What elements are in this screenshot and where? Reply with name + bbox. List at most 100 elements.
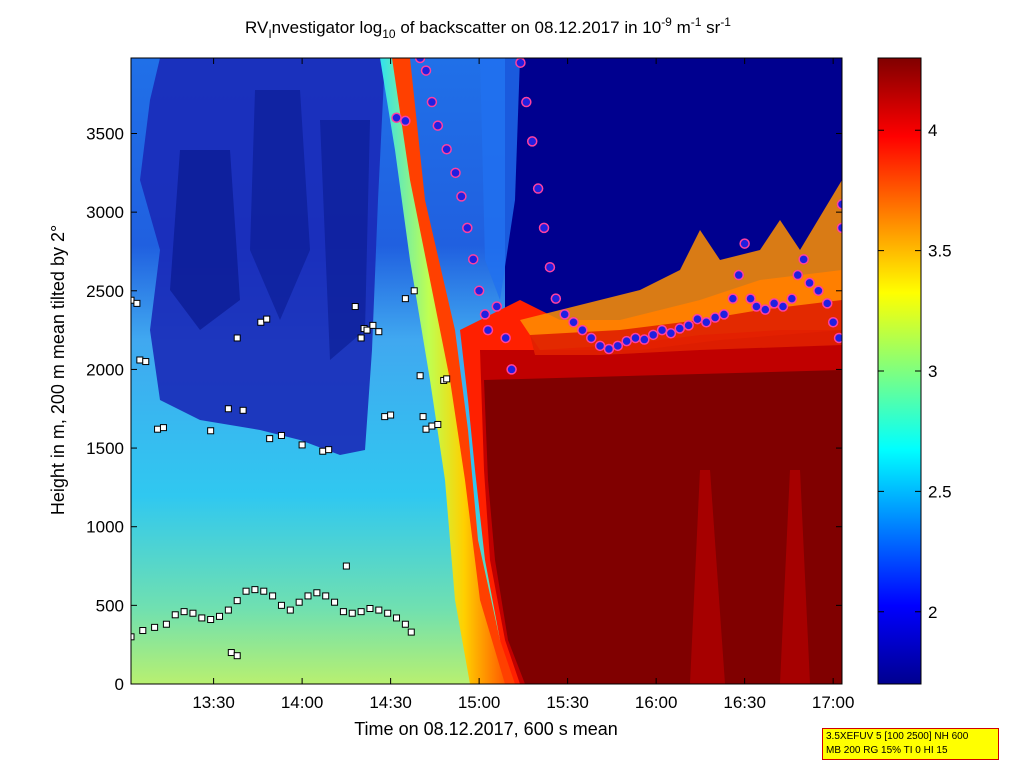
cloud-marker	[656, 324, 668, 336]
aerosol-layer-marker	[239, 406, 247, 414]
title-prefix: RV	[245, 18, 269, 37]
cloud-marker	[400, 115, 411, 127]
mixing-layer-marker	[313, 589, 321, 597]
cloud-marker	[506, 364, 517, 375]
x-tick-label: 16:30	[723, 693, 766, 712]
cloud-marker	[526, 136, 538, 147]
cloud-marker	[760, 304, 771, 315]
colorbar-tick-label: 2.5	[928, 482, 952, 501]
heatmap-plot	[131, 58, 842, 684]
mixing-layer-marker	[269, 592, 277, 600]
cloud-marker	[727, 293, 739, 304]
cloud-marker	[709, 312, 721, 323]
cloud-marker	[833, 332, 842, 344]
mixing-layer-marker	[171, 611, 179, 619]
x-tick-label: 17:00	[812, 693, 855, 712]
aerosol-layer-marker	[419, 413, 427, 421]
mixing-layer-marker	[233, 652, 241, 660]
cloud-marker	[594, 340, 606, 352]
colorbar	[877, 57, 922, 685]
aerosol-layer-marker	[233, 334, 241, 342]
cloud-marker	[432, 120, 444, 131]
x-axis-ticks: 13:30 14:00 14:30 15:00 15:30 16:00 16:30 17:00	[192, 58, 854, 712]
title-exp-1b: -1	[720, 15, 731, 29]
mixing-layer-marker	[151, 623, 159, 631]
aerosol-layer-marker	[277, 431, 285, 439]
cloud-marker	[538, 222, 550, 234]
aerosol-layer-marker	[416, 372, 424, 380]
mixing-layer-marker	[216, 612, 224, 620]
mixing-layer-marker	[401, 620, 409, 628]
aerosol-layer-marker	[342, 562, 350, 570]
cloud-marker	[568, 316, 579, 328]
y-axis-label: Height in m, 200 m mean tilted by 2°	[48, 225, 68, 515]
aerosol-layer-marker	[401, 295, 409, 303]
info-line-1: 3.5XEFUV 5 [100 2500] NH 600	[826, 731, 969, 742]
y-tick-label: 3500	[86, 124, 124, 143]
cloud-marker	[491, 301, 503, 312]
mixing-layer-marker	[357, 608, 365, 616]
title-exp-1: -1	[691, 15, 702, 29]
title-exp-9: -9	[661, 15, 672, 29]
aerosol-layer-marker	[263, 315, 271, 323]
aerosol-layer-marker	[298, 441, 306, 449]
aerosol-layer-marker	[410, 287, 418, 295]
cloud-marker	[550, 293, 562, 304]
cloud-marker	[821, 298, 833, 309]
colorbar-ticks: 2 2.5 3 3.5 4	[878, 121, 952, 622]
aerosol-layer-marker	[257, 318, 265, 326]
aerosol-layer-marker	[319, 447, 327, 455]
cloud-marker	[836, 222, 842, 234]
mixing-layer-marker	[393, 614, 401, 622]
aerosol-layer-marker	[266, 435, 274, 443]
aerosol-layer-marker	[428, 422, 436, 430]
aerosol-layer-marker	[224, 405, 232, 413]
cloud-marker	[665, 328, 677, 339]
title-mid: of backscatter on 08.12.2017 in 10	[396, 18, 662, 37]
cloud-marker	[786, 293, 798, 304]
aerosol-layer-marker	[142, 358, 150, 366]
mixing-layer-marker	[207, 616, 215, 624]
x-tick-label: 13:30	[192, 693, 235, 712]
mixing-layer-marker	[286, 606, 294, 614]
title-unit-m: m	[672, 18, 691, 37]
mixing-layer-marker	[339, 608, 347, 616]
cloud-marker	[450, 167, 461, 179]
y-tick-label: 2500	[86, 282, 124, 301]
processing-info-box: 3.5XEFUV 5 [100 2500] NH 600 MB 200 RG 1…	[822, 728, 999, 760]
mixing-layer-marker	[162, 620, 170, 628]
mixing-layer-marker	[233, 597, 241, 605]
cloud-marker	[683, 320, 694, 331]
aerosol-layer-marker	[133, 299, 141, 307]
cloud-marker	[479, 309, 491, 320]
cloud-marker	[701, 316, 712, 328]
cloud-marker	[420, 65, 432, 76]
aerosol-layer-marker	[363, 326, 371, 334]
colorbar-tick-label: 3	[928, 362, 937, 381]
aerosol-layer-marker	[325, 446, 333, 454]
x-tick-label: 15:30	[546, 693, 589, 712]
plot-frame	[130, 57, 843, 685]
cloud-marker	[462, 222, 473, 234]
mixing-layer-marker	[407, 628, 415, 636]
mixing-layer-marker	[139, 627, 147, 635]
cloud-marker	[836, 199, 842, 210]
cloud-marker	[639, 334, 650, 345]
cloud-marker	[798, 254, 809, 265]
info-line-2: MB 200 RG 15% TI 0 HI 15	[826, 745, 948, 756]
x-tick-label: 15:00	[458, 693, 501, 712]
cloud-marker	[733, 269, 744, 281]
cloud-marker	[426, 96, 438, 108]
cloud-marker	[467, 254, 479, 265]
y-tick-label: 500	[96, 596, 124, 615]
aerosol-layer-marker	[375, 328, 383, 336]
mixing-layer-marker	[251, 586, 259, 594]
mixing-layer-marker	[375, 606, 383, 614]
aerosol-layer-marker	[136, 356, 144, 364]
x-axis-label: Time on 08.12.2017, 600 s mean	[354, 719, 618, 739]
aerosol-layer-marker	[434, 420, 442, 428]
mixing-layer-marker	[131, 633, 135, 641]
colorbar-tick-label: 3.5	[928, 242, 952, 261]
mixing-layer-marker	[277, 601, 285, 609]
mixing-layer-marker	[295, 598, 303, 606]
